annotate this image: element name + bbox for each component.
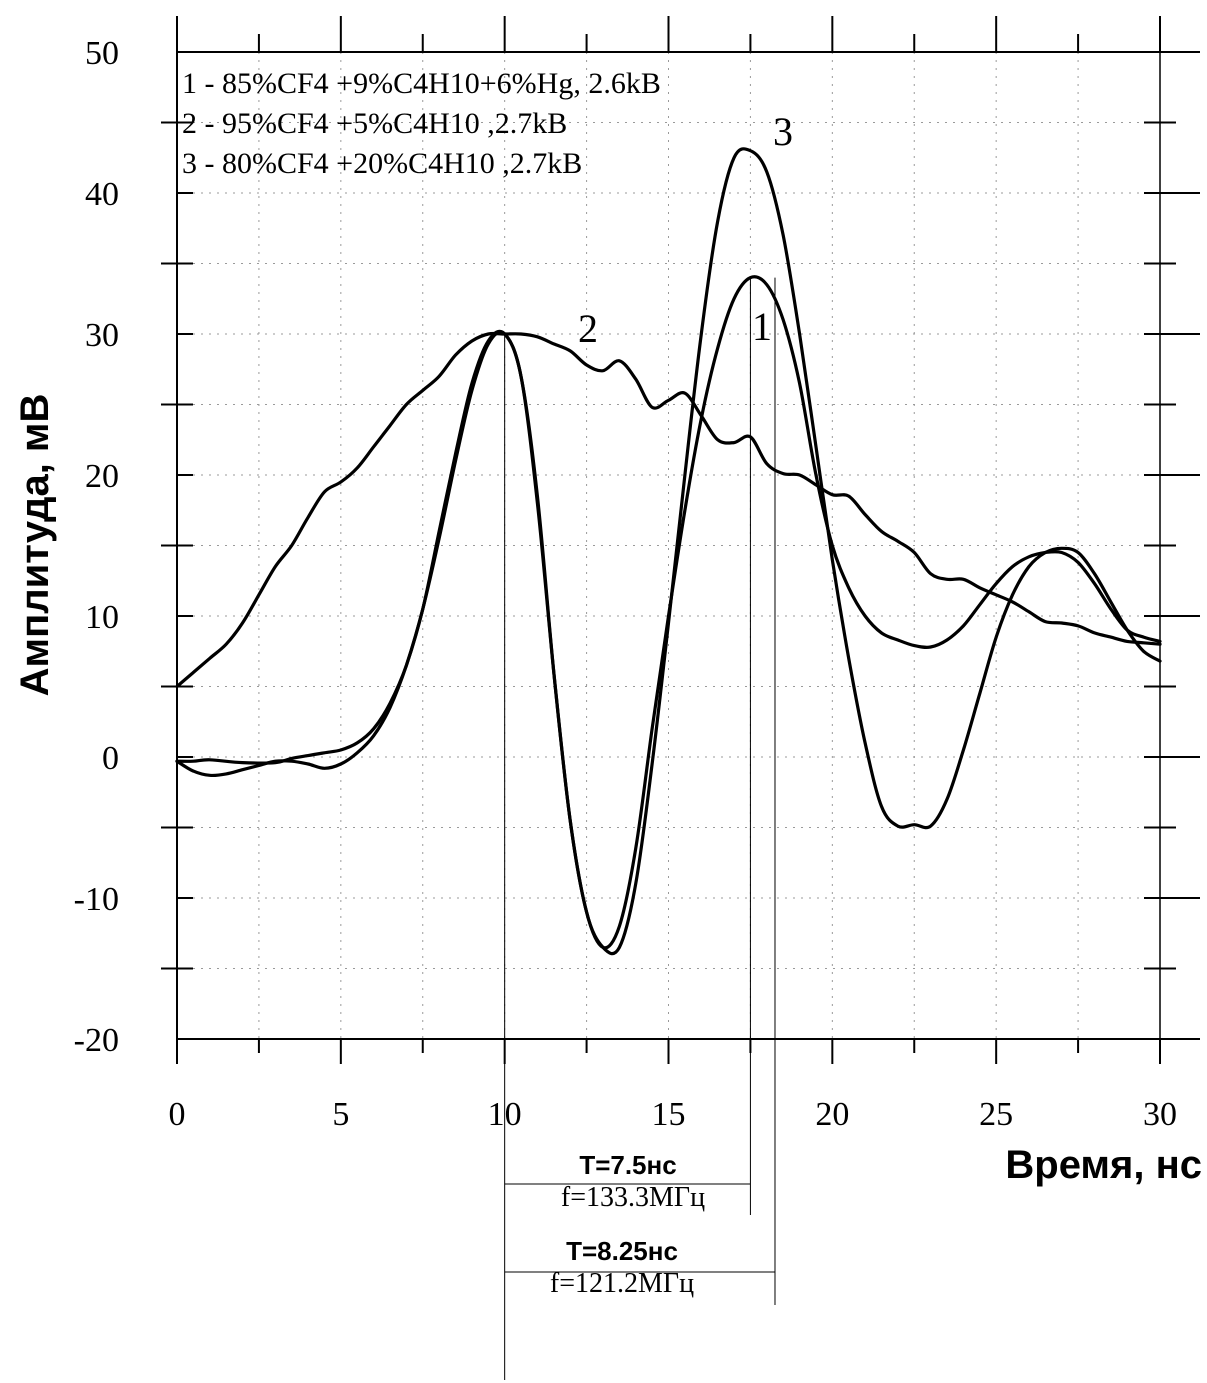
frequency-label-1: f=133.3МГц	[561, 1182, 705, 1213]
x-tick-label: 25	[979, 1096, 1013, 1133]
period-label-1: T=7.5нс	[579, 1150, 676, 1180]
x-tick-label: 15	[652, 1096, 686, 1133]
x-tick-label: 20	[815, 1096, 849, 1133]
x-axis-title: Время, нс	[1005, 1143, 1202, 1187]
y-tick-label: -10	[74, 881, 119, 918]
curve-label-2: 2	[578, 306, 598, 351]
series-lines	[175, 147, 1162, 956]
x-tick-label: 0	[169, 1096, 186, 1133]
y-tick-label: 20	[85, 458, 119, 495]
y-tick-labels: -20 -10 0 10 20 30 40 50	[74, 35, 119, 1059]
x-tick-label: 30	[1143, 1096, 1177, 1133]
y-tick-label: -20	[74, 1022, 119, 1059]
y-tick-label: 0	[102, 740, 119, 777]
curve-label-3: 3	[773, 109, 793, 154]
x-tick-labels: 0 5 10 15 20 25 30	[169, 1096, 1178, 1133]
legend-entry-1: 1 - 85%CF4 +9%C4H10+6%Hg, 2.6kB	[182, 67, 661, 100]
period-annotations	[504, 277, 776, 1380]
period-label-2: T=8.25нс	[566, 1236, 678, 1266]
y-tick-label: 30	[85, 317, 119, 354]
y-tick-label: 10	[85, 599, 119, 636]
curve-label-1: 1	[752, 304, 772, 349]
frequency-label-2: f=121.2МГц	[550, 1268, 694, 1299]
series-line-3	[175, 147, 1162, 956]
y-tick-label: 50	[85, 35, 119, 72]
legend-entry-3: 3 - 80%CF4 +20%C4H10 ,2.7kB	[182, 147, 582, 180]
x-tick-label: 5	[332, 1096, 349, 1133]
y-tick-label: 40	[85, 176, 119, 213]
legend: 1 - 85%CF4 +9%C4H10+6%Hg, 2.6kB 2 - 95%C…	[182, 67, 661, 180]
legend-entry-2: 2 - 95%CF4 +5%C4H10 ,2.7kB	[182, 107, 567, 140]
grid	[177, 52, 1160, 1039]
y-axis-title: Амплитуда, мВ	[13, 394, 57, 697]
series-line-2	[175, 331, 1162, 689]
